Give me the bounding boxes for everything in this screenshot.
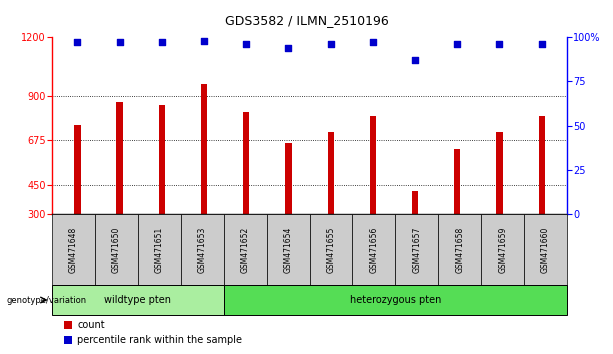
Bar [412,190,418,214]
Point [157,40,167,45]
Text: GSM471653: GSM471653 [198,226,207,273]
Point [115,40,124,45]
Text: GSM471652: GSM471652 [241,227,249,273]
Text: GSM471648: GSM471648 [69,227,78,273]
Point [452,41,462,47]
Point [326,41,335,47]
Text: GSM471655: GSM471655 [327,226,335,273]
Bar [370,116,376,214]
Point [537,41,547,47]
Bar [497,132,503,214]
Point [199,38,209,44]
Bar [327,132,334,214]
Point [410,57,420,63]
Text: GSM471654: GSM471654 [284,226,292,273]
Bar [116,102,123,214]
Text: GSM471656: GSM471656 [370,226,378,273]
Text: count: count [77,320,105,330]
Text: GSM471651: GSM471651 [155,227,164,273]
Text: wildtype pten: wildtype pten [104,295,172,305]
Text: GSM471660: GSM471660 [541,226,550,273]
Bar [201,84,207,214]
Text: GDS3582 / ILMN_2510196: GDS3582 / ILMN_2510196 [224,13,389,27]
Point [72,40,82,45]
Text: GSM471658: GSM471658 [455,227,464,273]
Point [495,41,504,47]
Point [368,40,378,45]
Bar [159,105,165,214]
Text: heterozygous pten: heterozygous pten [349,295,441,305]
Text: genotype/variation: genotype/variation [6,296,86,304]
Text: percentile rank within the sample: percentile rank within the sample [77,335,242,345]
Text: GSM471657: GSM471657 [413,226,421,273]
Point [242,41,251,47]
Text: GSM471650: GSM471650 [112,226,121,273]
Bar [539,116,545,214]
Point [284,45,294,51]
Text: GSM471659: GSM471659 [498,226,507,273]
Bar [285,143,292,214]
Bar [243,112,249,214]
Bar [454,149,460,214]
Bar [74,125,80,214]
